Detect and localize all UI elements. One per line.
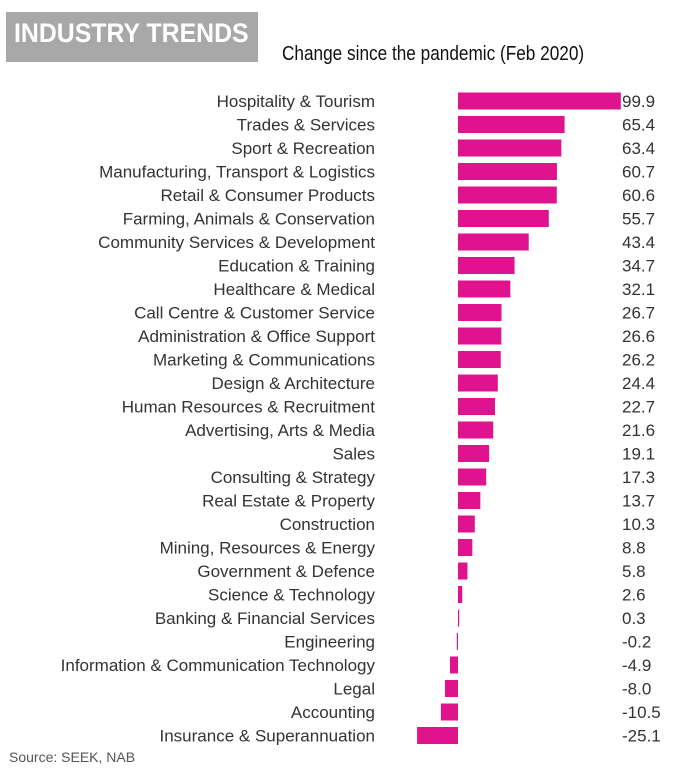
- value-label: -8.0: [622, 680, 651, 699]
- bar: [458, 351, 501, 368]
- value-label: -10.5: [622, 703, 661, 722]
- category-label: Engineering: [284, 633, 375, 652]
- bar: [458, 163, 557, 180]
- bar: [458, 186, 557, 204]
- value-label: 22.7: [622, 398, 655, 417]
- value-label: 34.7: [622, 257, 655, 276]
- category-label: Accounting: [291, 703, 375, 722]
- category-label: Mining, Resources & Energy: [160, 539, 376, 558]
- bar: [458, 257, 515, 274]
- category-label: Legal: [333, 680, 375, 699]
- value-label: -4.9: [622, 656, 651, 675]
- category-label: Information & Communication Technology: [61, 656, 376, 675]
- category-label: Sales: [332, 445, 375, 464]
- value-label: 65.4: [622, 116, 655, 135]
- bar: [458, 304, 502, 321]
- category-label: Consulting & Strategy: [211, 468, 376, 487]
- bar: [458, 327, 502, 345]
- bar: [458, 280, 511, 298]
- bar: [458, 492, 481, 509]
- bar: [458, 139, 562, 157]
- bar: [458, 398, 496, 415]
- bar: [458, 421, 494, 439]
- value-label: -25.1: [622, 727, 661, 746]
- value-label: 60.7: [622, 163, 655, 182]
- value-label: 19.1: [622, 445, 655, 464]
- value-label: 60.6: [622, 186, 655, 205]
- category-label: Advertising, Arts & Media: [185, 421, 375, 440]
- value-label: 21.6: [622, 421, 655, 440]
- category-label: Government & Defence: [197, 562, 375, 581]
- bar: [458, 562, 468, 580]
- bar: [456, 633, 458, 650]
- category-label: Trades & Services: [237, 116, 375, 135]
- bar: [458, 539, 473, 556]
- value-label: 13.7: [622, 492, 655, 511]
- category-label: Farming, Animals & Conservation: [123, 210, 375, 229]
- category-label: Insurance & Superannuation: [160, 727, 376, 746]
- bar: [458, 468, 487, 486]
- value-label: 55.7: [622, 210, 655, 229]
- category-label: Real Estate & Property: [202, 492, 375, 511]
- value-label: 26.6: [622, 327, 655, 346]
- value-label: 26.2: [622, 351, 655, 370]
- bar: [458, 586, 463, 603]
- category-label: Community Services & Development: [98, 233, 375, 252]
- bar: [450, 656, 458, 674]
- value-label: 43.4: [622, 233, 655, 252]
- category-label: Education & Training: [218, 257, 375, 276]
- bar: [458, 233, 529, 251]
- value-label: 26.7: [622, 304, 655, 323]
- category-label: Construction: [280, 515, 375, 534]
- category-label: Hospitality & Tourism: [217, 92, 375, 111]
- bar: [444, 680, 458, 697]
- value-label: 8.8: [622, 539, 646, 558]
- category-label: Administration & Office Support: [138, 327, 375, 346]
- category-label: Healthcare & Medical: [213, 280, 375, 299]
- bar: [458, 116, 565, 133]
- bar: [458, 445, 490, 462]
- title-banner: [6, 12, 258, 62]
- category-label: Human Resources & Recruitment: [122, 398, 375, 417]
- value-label: 2.6: [622, 586, 646, 605]
- value-label: 10.3: [622, 515, 655, 534]
- bar: [458, 374, 498, 392]
- value-label: 0.3: [622, 609, 646, 628]
- category-label: Banking & Financial Services: [155, 609, 375, 628]
- bar: [458, 210, 549, 227]
- chart-title: INDUSTRY TRENDS: [14, 18, 249, 48]
- value-label: 17.3: [622, 468, 655, 487]
- value-label: -0.2: [622, 633, 651, 652]
- bar: [417, 727, 458, 744]
- category-label: Marketing & Communications: [153, 351, 375, 370]
- category-label: Retail & Consumer Products: [161, 186, 375, 205]
- category-label: Sport & Recreation: [231, 139, 375, 158]
- source-note: Source: SEEK, NAB: [9, 749, 136, 765]
- category-label: Manufacturing, Transport & Logistics: [99, 163, 375, 182]
- value-label: 63.4: [622, 139, 655, 158]
- value-label: 24.4: [622, 374, 655, 393]
- value-label: 32.1: [622, 280, 655, 299]
- bar: [440, 703, 458, 721]
- category-label: Design & Architecture: [212, 374, 375, 393]
- chart-subtitle: Change since the pandemic (Feb 2020): [282, 43, 585, 65]
- value-label: 5.8: [622, 562, 646, 581]
- category-label: Science & Technology: [208, 586, 375, 605]
- bar: [458, 92, 621, 110]
- value-label: 99.9: [622, 92, 655, 111]
- category-label: Call Centre & Customer Service: [134, 304, 375, 323]
- bar: [458, 515, 475, 533]
- bar: [458, 609, 460, 627]
